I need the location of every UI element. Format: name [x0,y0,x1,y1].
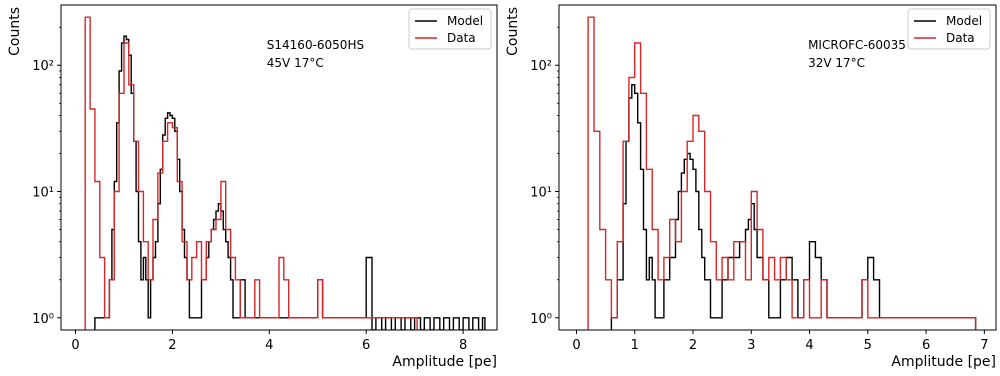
x-tick-label: 0 [71,338,79,353]
y-tick-label: 10² [530,59,552,74]
x-tick-label: 4 [265,338,273,353]
y-tick-label: 10¹ [32,186,54,201]
legend-label-model: Model [946,14,982,28]
x-tick-label: 2 [689,338,697,353]
plot-area [587,16,977,330]
x-axis-label: Amplitude [pe] [891,354,996,370]
x-tick-label: 3 [747,338,755,353]
x-tick-label: 6 [362,338,370,353]
legend: Model Data [408,8,492,50]
chart-panel-2: 0 1 2 3 4 5 6 7 10⁰ 10¹ 10² Amplitude [pe] Counts MIC… [505,4,997,370]
series-data-line [84,16,418,330]
y-tick-label: 10¹ [530,186,552,201]
series-data-line [587,16,977,330]
annotation-text: MICROFC-60035 [808,38,906,52]
plot-frame [60,4,498,331]
y-tick-label: 10² [32,59,54,74]
x-tick-label: 6 [922,338,930,353]
legend-label-data: Data [447,31,476,45]
chart-panel-1: 0 2 4 6 8 10⁰ 10¹ 10² Amplitude [pe] Counts S14160… [7,4,498,370]
series-model-line [94,35,486,330]
y-tick-label: 10⁰ [530,312,552,327]
plot-frame [558,4,997,331]
x-tick-label: 7 [980,338,988,353]
legend-label-data: Data [946,31,975,45]
legend-box [408,8,492,50]
legend-box [907,8,991,50]
y-axis-label: Counts [7,7,23,56]
x-tick-label: 0 [572,338,580,353]
x-tick-label: 8 [459,338,467,353]
x-tick-label: 4 [805,338,813,353]
legend: Model Data [907,8,991,50]
annotation-text: 45V 17°C [267,56,324,70]
series-model-line [610,84,977,330]
x-tick-label: 2 [168,338,176,353]
annotation-text: 32V 17°C [808,56,865,70]
y-axis-label: Counts [505,7,521,56]
plot-area [84,16,486,330]
x-axis-label: Amplitude [pe] [392,354,497,370]
annotation-text: S14160-6050HS [267,38,364,52]
legend-label-model: Model [447,14,483,28]
y-tick-label: 10⁰ [32,312,54,327]
x-tick-label: 5 [864,338,872,353]
x-tick-label: 1 [631,338,639,353]
